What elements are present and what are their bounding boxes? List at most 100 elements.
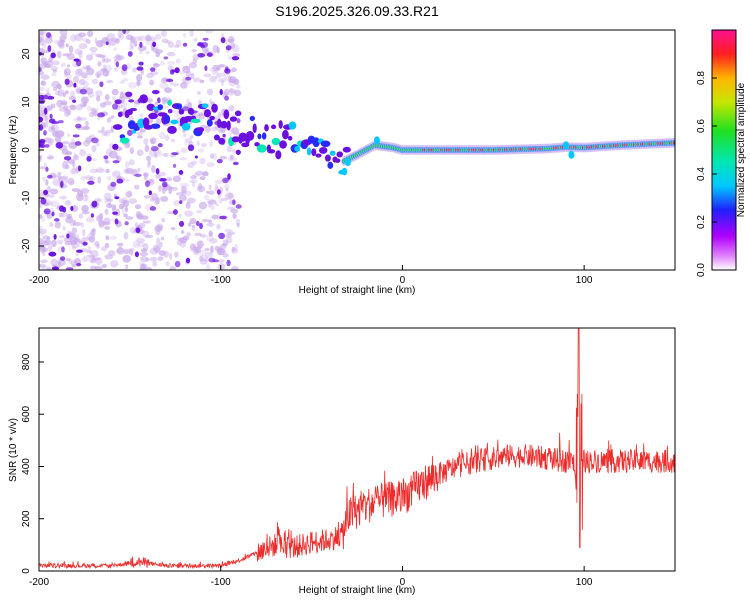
spectrogram-noise-cell: [121, 101, 128, 109]
spectrogram-noise-cell: [137, 241, 146, 248]
spectrogram-noise-cell: [222, 253, 229, 258]
spectrogram-cluster-cell: [110, 181, 117, 187]
spectrogram-noise-cell: [233, 89, 242, 97]
spectrogram-noise-cell: [122, 254, 131, 263]
spectrogram-cluster-cell: [91, 200, 98, 208]
spectrogram-cluster-cell: [216, 158, 223, 164]
spectrogram-cluster-cell: [212, 259, 220, 263]
spectrogram-cluster-cell: [220, 37, 226, 44]
spectrogram-cluster-cell: [64, 78, 70, 85]
spectrogram-ridge-blob: [217, 118, 222, 129]
spectrogram-noise-cell: [185, 98, 191, 107]
spectrogram-noise-cell: [148, 178, 155, 186]
spectrogram-noise-cell: [45, 137, 54, 144]
spectrogram-noise-cell: [154, 201, 159, 206]
spectrogram-noise-cell: [197, 185, 206, 193]
spectrogram-noise-cell: [93, 109, 98, 117]
spectrogram-ridge-blob: [213, 134, 220, 141]
spectrogram-noise-cell: [141, 263, 146, 267]
spectrogram-noise-cell: [160, 77, 168, 84]
spectrogram-noise-cell: [95, 257, 103, 266]
spectrogram-noise-cell: [201, 47, 209, 52]
spectrogram-cluster-cell: [150, 146, 159, 152]
spectrogram-cluster-cell: [151, 89, 160, 95]
spectrogram-noise-cell: [188, 121, 193, 125]
spectrogram-cluster-cell: [53, 218, 60, 222]
spectrogram-cluster-cell: [60, 181, 64, 188]
spectrogram-noise-cell: [183, 133, 187, 138]
spectrogram-noise-cell: [71, 188, 81, 192]
spectrogram-noise-cell: [71, 246, 76, 250]
spectrogram-cluster-cell: [45, 32, 52, 39]
spectrogram-cluster-cell: [99, 81, 104, 88]
spectrogram-noise-cell: [84, 175, 93, 181]
spectrogram-noise-cell: [88, 235, 96, 243]
spectrogram-noise-cell: [115, 155, 119, 160]
spectrogram-ridge-blob: [176, 103, 183, 110]
spectrogram-noise-cell: [87, 245, 92, 252]
spectrogram-cluster-cell: [185, 76, 192, 81]
spectrogram-noise-cell: [158, 250, 166, 256]
spectrogram-noise-cell: [106, 33, 116, 38]
spectrogram-cluster-cell: [224, 66, 229, 71]
spectrogram-noise-cell: [189, 30, 194, 37]
spectrogram-noise-cell: [161, 38, 169, 44]
spectrogram-noise-cell: [85, 67, 95, 76]
spectrogram-noise-cell: [152, 244, 161, 252]
spectrogram-noise-cell: [200, 142, 207, 148]
spectrogram-noise-cell: [51, 126, 56, 131]
spectrogram-noise-cell: [166, 51, 176, 57]
spectrogram-noise-cell: [170, 138, 175, 143]
spectrogram-noise-cell: [151, 165, 156, 174]
spectrogram-noise-cell: [128, 198, 138, 205]
spectrogram-noise-cell: [210, 204, 215, 211]
spectrogram-noise-cell: [232, 213, 237, 219]
spectrogram-noise-cell: [59, 30, 68, 36]
spectrogram-noise-cell: [40, 57, 47, 64]
spectrogram-cluster-cell: [206, 52, 213, 57]
spectrogram-noise-cell: [117, 30, 123, 39]
spectrogram-noise-cell: [96, 215, 103, 223]
spectrogram-noise-cell: [95, 90, 103, 98]
spectrogram-noise-cell: [171, 82, 179, 87]
spectrogram-noise-cell: [178, 214, 183, 218]
spectrogram-noise-cell: [125, 216, 134, 220]
spectrogram-cluster-cell: [72, 99, 77, 103]
spectrogram-noise-cell: [85, 137, 92, 144]
spectrogram-cluster-cell: [185, 257, 191, 264]
spectrogram-noise-cell: [206, 88, 214, 96]
spectrogram-cluster-cell: [166, 78, 174, 82]
spectrogram-noise-cell: [163, 105, 169, 109]
spectrogram-noise-cell: [230, 42, 236, 49]
spectrogram-noise-cell: [111, 88, 119, 96]
spectrogram-ridge-blob: [203, 109, 211, 118]
spectrogram-cluster-cell: [75, 123, 82, 129]
spectrogram-ridge-blob: [238, 132, 248, 142]
spectrogram-noise-cell: [154, 33, 162, 40]
spectrogram-noise-cell: [43, 116, 49, 121]
spectrogram-cluster-cell: [135, 227, 141, 234]
spectrogram-ridge-blob: [226, 120, 231, 131]
spectrogram-ridge-blob: [249, 115, 256, 121]
spectrogram-noise-cell: [227, 76, 232, 83]
spectrogram-noise-cell: [103, 217, 111, 225]
spectrogram-noise-cell: [91, 78, 98, 85]
spectrogram-cluster-cell: [197, 42, 204, 47]
spectrogram-noise-cell: [208, 184, 212, 191]
spectrogram-noise-cell: [110, 115, 115, 119]
spectrogram-noise-cell: [165, 261, 170, 267]
spectrogram-noise-cell: [199, 79, 205, 84]
spectrogram-noise-cell: [59, 212, 68, 218]
spectrogram-cluster-cell: [74, 141, 82, 146]
snr-y-tick-label: 200: [21, 510, 32, 527]
spectrogram-y-tick-label: -20: [21, 238, 32, 253]
spectrogram-noise-cell: [114, 67, 119, 72]
spectrogram-noise-cell: [230, 78, 238, 84]
spectrogram-noise-cell: [170, 267, 175, 270]
spectrogram-ridge-blob: [229, 116, 238, 122]
spectrogram-noise-cell: [80, 188, 90, 194]
spectrogram-noise-cell: [175, 192, 184, 196]
spectrogram-noise-cell: [39, 238, 45, 245]
spectrogram-noise-cell: [39, 245, 46, 254]
